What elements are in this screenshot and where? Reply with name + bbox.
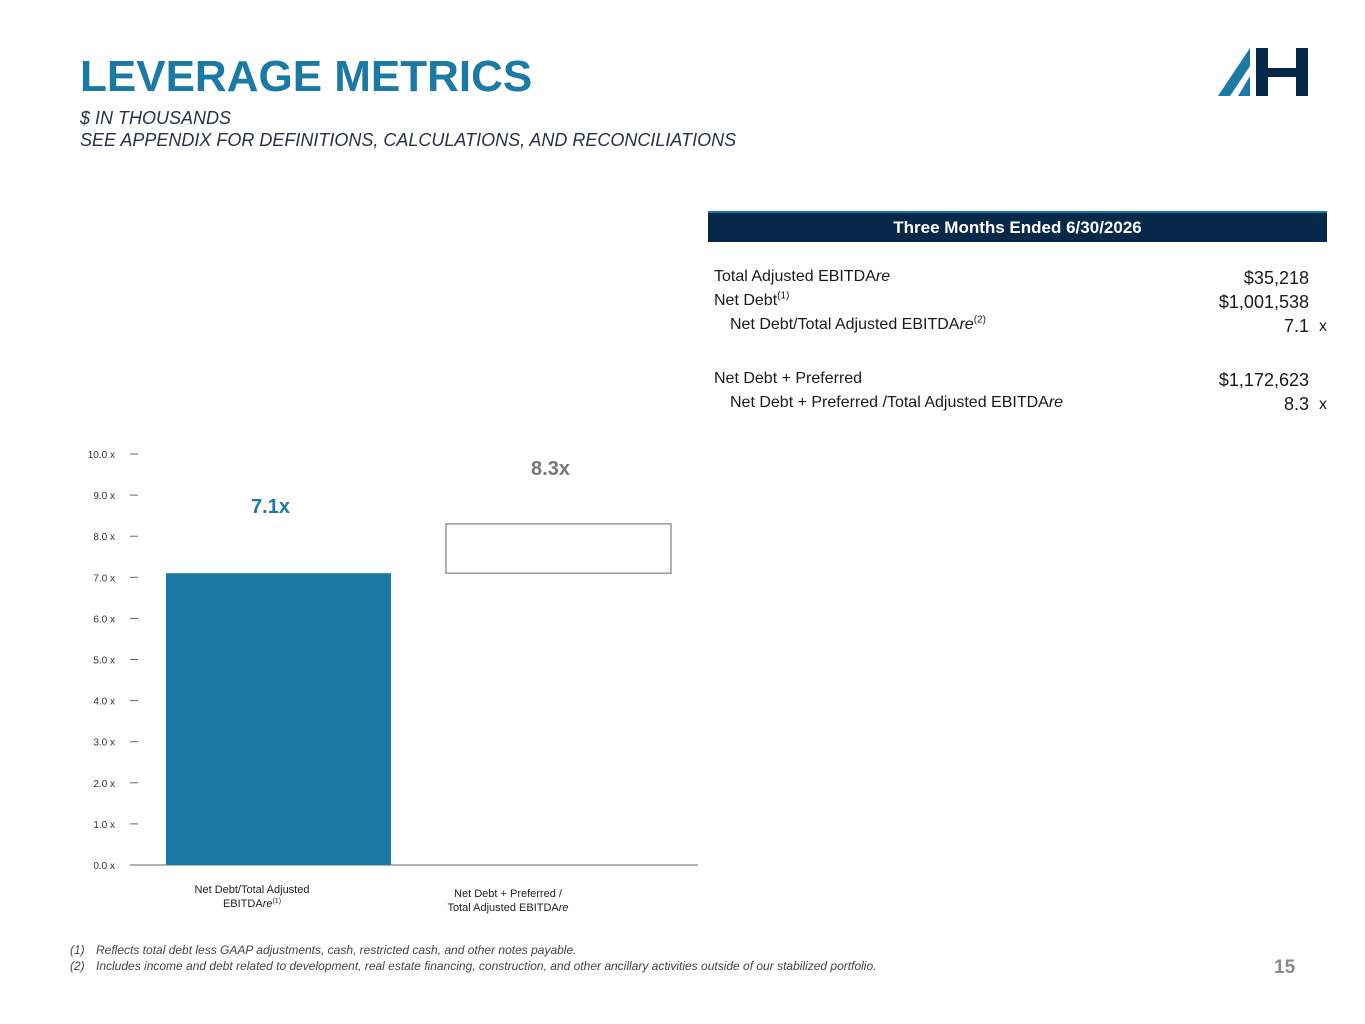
y-tick-label: 1.0 x [93,820,115,831]
subtitle-units: $ IN THOUSANDS [80,108,232,128]
table-row-value: 8.3 [1283,394,1309,414]
footnote-1-text: Reflects total debt less GAAP adjustment… [96,943,577,957]
category-label-italic-suffix: re [263,898,273,910]
x-category-label-line1: Net Debt + Preferred / [454,888,563,900]
table-row-label: Net Debt + Preferred /Total Adjusted EBI… [730,394,1063,412]
ah-logo-icon [1218,48,1308,96]
y-tick-label: 9.0 x [93,491,115,502]
table-row-label: Net Debt(1) [714,290,790,310]
page-title: LEVERAGE METRICS [80,52,533,101]
table-header: Three Months Ended 6/30/2026 [708,211,1327,242]
footnote-1: (1) Reflects total debt less GAAP adjustm… [70,943,576,957]
footnote-2-number: (2) [70,959,85,973]
y-tick-label: 6.0 x [93,614,115,625]
table-row-suffix: x [1319,396,1327,413]
y-tick-label: 0.0 x [93,861,115,872]
row-label-text: Net Debt/Total Adjusted EBITDA [730,316,960,333]
row-label-text: Net Debt [714,292,778,309]
category-label-main: EBITDA [223,898,263,910]
row-label-italic-suffix: re [875,268,891,285]
logo-h-crossbar [1256,68,1306,77]
table-row: Net Debt/Total Adjusted EBITDAre(2) 7.1 x [714,314,1327,340]
row-label-text: Total Adjusted EBITDA [714,268,876,285]
table-row-value: $1,001,538 [1218,292,1309,312]
x-category-label-line2: Total Adjusted EBITDAre [447,902,568,914]
row-footnote-marker: (1) [777,290,790,302]
footnote-2-text: Includes income and debt related to deve… [96,959,877,973]
row-label-italic-suffix: re [1048,394,1064,411]
table-row-label: Net Debt + Preferred [714,370,862,388]
table-row-value: $35,218 [1243,268,1309,288]
leverage-bar-chart: 0.0 x 1.0 x 2.0 x 3.0 x 4.0 x 5.0 x 6.0 x 7.0 x… [88,450,698,914]
row-label-text: Net Debt + Preferred /Total Adjusted EBI… [730,394,1049,411]
category-label-italic-suffix: re [559,902,569,914]
bar-net-debt-preferred-increment [445,523,672,574]
logo-a-right-stroke [1238,76,1250,96]
table-row: Net Debt + Preferred /Total Adjusted EBI… [714,394,1327,418]
table-row-value: 7.1 [1283,316,1309,336]
footnote-1-number: (1) [70,943,85,957]
table-row-label: Total Adjusted EBITDAre [714,268,890,286]
footnote-2: (2) Includes income and debt related to d… [70,959,876,973]
y-tick-label: 4.0 x [93,697,115,708]
table-row: Net Debt(1) $1,001,538 [714,290,1327,316]
row-footnote-marker: (2) [973,314,986,326]
table-row-label: Net Debt/Total Adjusted EBITDAre(2) [730,314,986,334]
y-tick-label: 2.0 x [93,779,115,790]
x-category-label-line1: Net Debt/Total Adjusted [195,884,310,896]
x-category-label-line2: EBITDAre(1) [223,898,281,910]
y-tick-label: 7.0 x [93,573,115,584]
y-tick-label: 10.0 x [88,450,115,461]
bar-net-debt-ebitda [166,573,391,865]
y-tick-label: 3.0 x [93,738,115,749]
y-tick-label: 8.0 x [93,532,115,543]
row-label-italic-suffix: re [959,316,974,333]
table-row: Total Adjusted EBITDAre $35,218 [714,268,1327,292]
table-row-suffix: x [1319,318,1327,335]
data-label-net-debt-ebitda: 7.1x [251,496,290,518]
category-footnote-marker: (1) [272,898,281,905]
logo-h-right-bar [1296,48,1308,96]
table-row: Net Debt + Preferred $1,172,623 [714,370,1327,394]
page-number: 15 [1274,957,1296,978]
logo-a-left-stroke [1218,48,1250,96]
y-tick-label: 5.0 x [93,656,115,667]
category-label-main: Total Adjusted EBITDA [447,902,559,914]
row-label-text: Net Debt + Preferred [714,370,863,387]
table-row-value: $1,172,623 [1218,370,1309,390]
subtitle-appendix-note: SEE APPENDIX FOR DEFINITIONS, CALCULATIO… [80,130,737,150]
data-label-net-debt-preferred: 8.3x [531,458,570,480]
